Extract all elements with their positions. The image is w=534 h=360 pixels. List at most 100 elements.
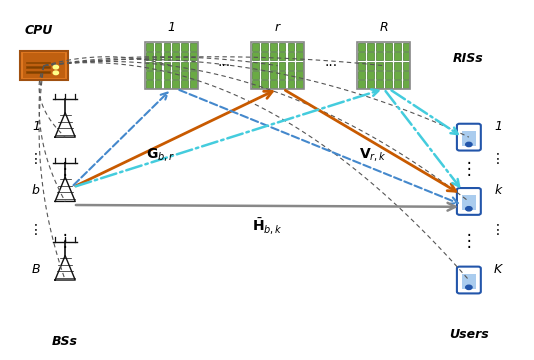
Bar xyxy=(385,80,391,88)
Bar xyxy=(172,80,179,88)
Bar xyxy=(155,43,161,51)
Bar xyxy=(287,53,294,60)
Text: $\mathbf{V}_{r,k}$: $\mathbf{V}_{r,k}$ xyxy=(359,147,387,163)
Bar xyxy=(403,71,410,79)
Bar xyxy=(296,43,303,51)
Bar xyxy=(270,71,277,79)
Bar xyxy=(172,71,179,79)
Bar xyxy=(394,43,400,51)
Text: ⋮: ⋮ xyxy=(460,232,477,250)
Bar xyxy=(163,43,170,51)
Bar xyxy=(279,71,285,79)
Bar xyxy=(376,53,383,60)
Bar xyxy=(279,80,285,88)
Text: K: K xyxy=(494,263,502,276)
Bar xyxy=(252,43,259,51)
Bar xyxy=(270,62,277,69)
Text: b: b xyxy=(32,184,40,197)
Bar xyxy=(146,71,153,79)
Bar xyxy=(190,62,197,69)
Text: 1: 1 xyxy=(32,120,40,133)
FancyBboxPatch shape xyxy=(22,53,65,78)
FancyBboxPatch shape xyxy=(20,51,68,80)
Bar xyxy=(252,62,259,69)
Bar xyxy=(296,71,303,79)
Bar xyxy=(163,71,170,79)
Bar xyxy=(394,53,400,60)
Text: Users: Users xyxy=(449,328,489,341)
Bar xyxy=(261,62,268,69)
Circle shape xyxy=(466,285,472,289)
Bar xyxy=(296,80,303,88)
Bar xyxy=(145,42,198,89)
Bar xyxy=(287,43,294,51)
Bar xyxy=(358,43,365,51)
FancyBboxPatch shape xyxy=(457,267,481,293)
Text: 1: 1 xyxy=(167,21,175,33)
Bar xyxy=(261,80,268,88)
Bar xyxy=(462,274,476,289)
Bar xyxy=(287,71,294,79)
Bar xyxy=(358,71,365,79)
Bar xyxy=(270,80,277,88)
Bar xyxy=(358,80,365,88)
Bar xyxy=(376,62,383,69)
Bar xyxy=(163,62,170,69)
Bar xyxy=(376,80,383,88)
Bar xyxy=(270,53,277,60)
Bar xyxy=(287,80,294,88)
Bar xyxy=(252,80,259,88)
Text: ⋮: ⋮ xyxy=(460,160,477,178)
Bar xyxy=(182,71,188,79)
Text: ⋮: ⋮ xyxy=(491,152,505,166)
Text: r: r xyxy=(275,21,280,33)
Bar xyxy=(462,195,476,210)
Bar xyxy=(358,62,365,69)
Text: B: B xyxy=(32,263,40,276)
Circle shape xyxy=(53,71,59,75)
Text: ⋮: ⋮ xyxy=(57,232,74,250)
Bar xyxy=(146,53,153,60)
Bar xyxy=(252,53,259,60)
Text: ⋮: ⋮ xyxy=(57,160,74,178)
Bar xyxy=(190,80,197,88)
Bar xyxy=(357,42,411,89)
Text: BSs: BSs xyxy=(52,335,78,348)
Bar xyxy=(261,43,268,51)
Bar xyxy=(376,43,383,51)
Text: k: k xyxy=(494,184,502,197)
Bar xyxy=(296,62,303,69)
Bar xyxy=(155,71,161,79)
Bar xyxy=(385,43,391,51)
Bar xyxy=(462,131,476,146)
Bar xyxy=(394,80,400,88)
Bar xyxy=(155,53,161,60)
FancyBboxPatch shape xyxy=(457,124,481,150)
Bar xyxy=(163,53,170,60)
Bar xyxy=(279,62,285,69)
FancyBboxPatch shape xyxy=(457,188,481,215)
Bar xyxy=(385,53,391,60)
Bar xyxy=(279,53,285,60)
Circle shape xyxy=(466,207,472,211)
Bar xyxy=(261,53,268,60)
Bar xyxy=(146,80,153,88)
Bar xyxy=(190,71,197,79)
Bar xyxy=(251,42,304,89)
Bar xyxy=(146,62,153,69)
Bar xyxy=(403,62,410,69)
Bar xyxy=(252,71,259,79)
Text: ···: ··· xyxy=(218,59,231,73)
Bar xyxy=(146,43,153,51)
Text: ⋮: ⋮ xyxy=(29,152,43,166)
Bar xyxy=(26,66,50,68)
Bar xyxy=(403,80,410,88)
Bar xyxy=(385,71,391,79)
Bar xyxy=(172,53,179,60)
Text: CPU: CPU xyxy=(25,24,53,37)
Bar xyxy=(155,80,161,88)
Text: ⋮: ⋮ xyxy=(29,223,43,237)
Text: R: R xyxy=(380,21,388,33)
Bar xyxy=(376,71,383,79)
Bar xyxy=(385,62,391,69)
